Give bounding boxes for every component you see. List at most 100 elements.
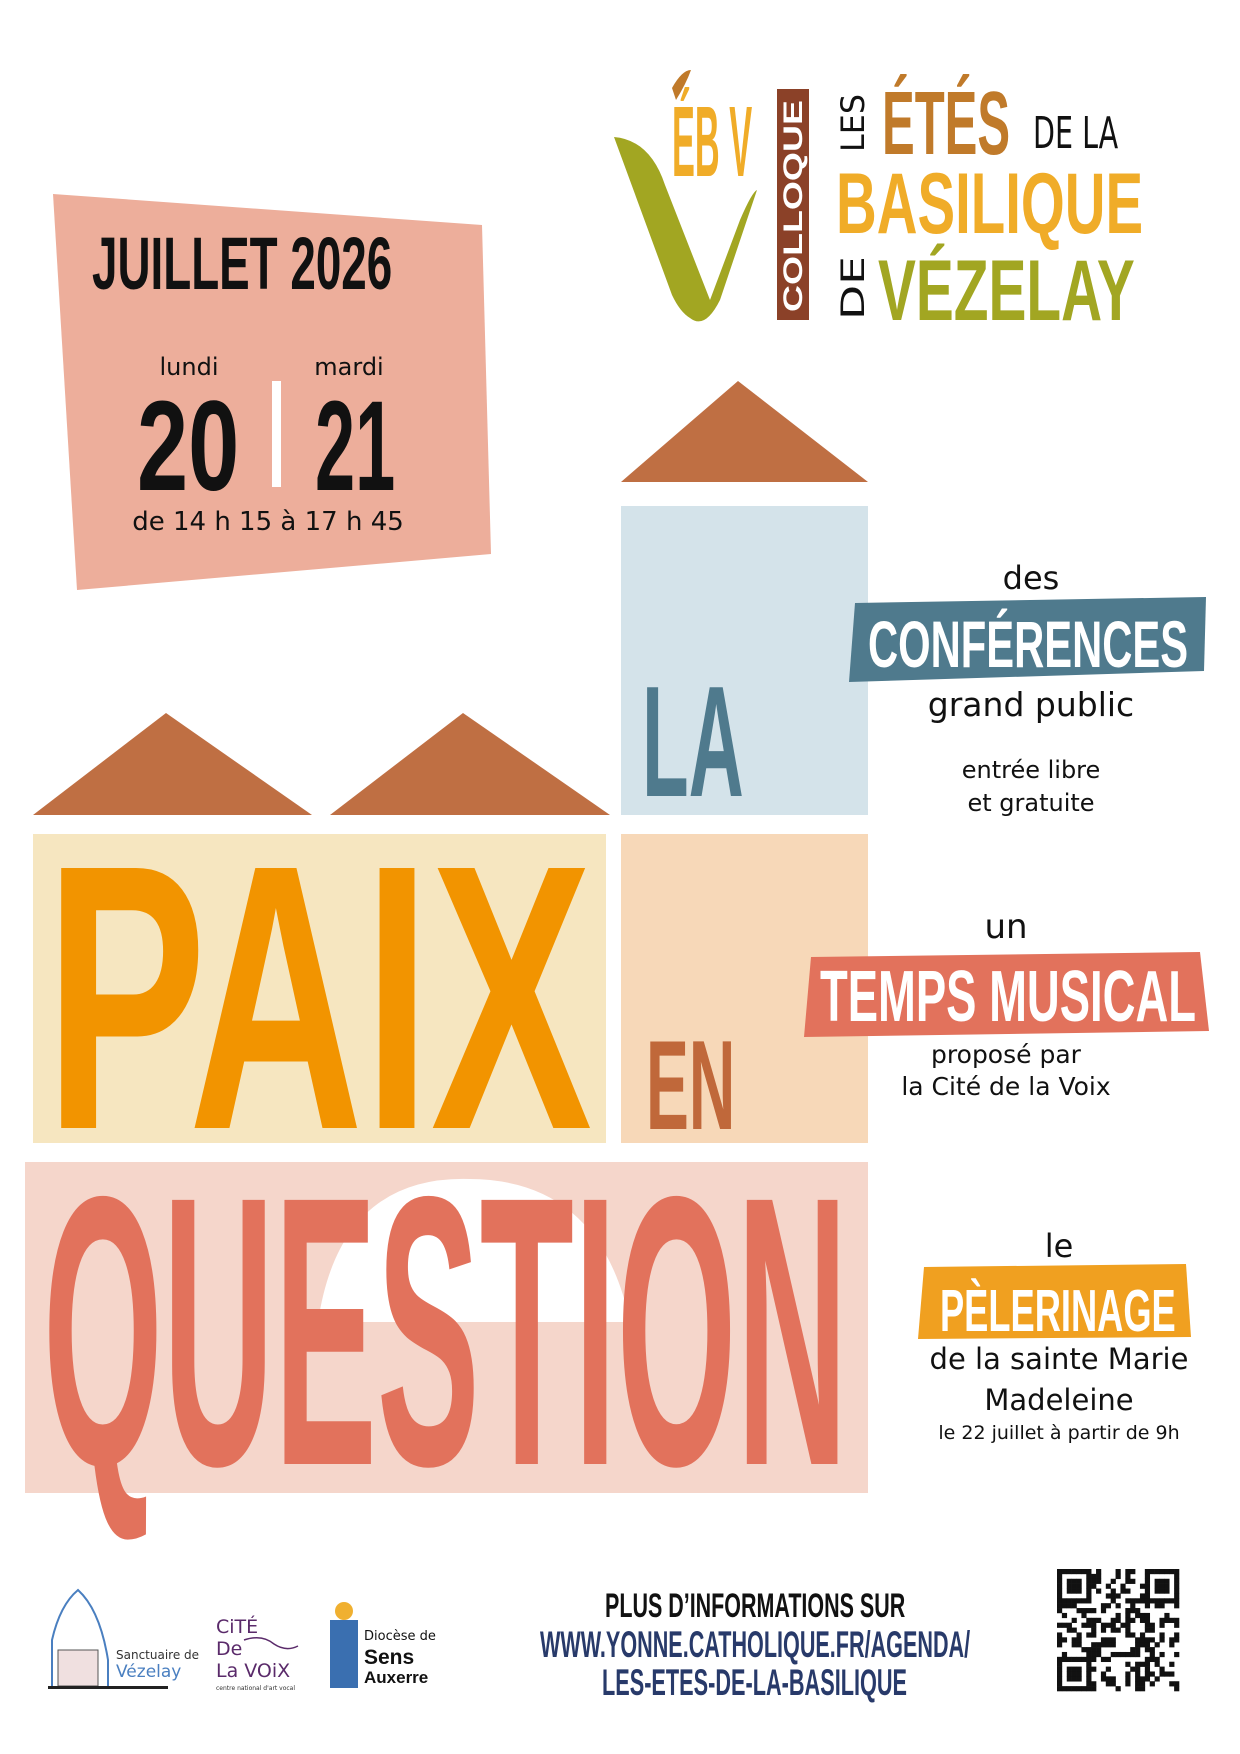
diocese-line2[interactable]: Sens: [364, 1646, 415, 1669]
basilica-towers-icon: [57, 1649, 99, 1687]
qr-module: [1144, 1661, 1151, 1667]
qr-module: [1061, 1569, 1068, 1575]
qr-module: [1081, 1569, 1087, 1575]
music-line2: la Cité de la Voix: [901, 1072, 1111, 1101]
qr-module: [1174, 1681, 1180, 1687]
diocese-line3[interactable]: Auxerre: [364, 1668, 429, 1687]
qr-module: [1159, 1603, 1165, 1609]
qr-module: [1144, 1612, 1151, 1619]
diocese-line1[interactable]: Diocèse de: [364, 1629, 436, 1644]
conferences-label: CONFÉRENCES: [868, 607, 1189, 681]
qr-module: [1091, 1681, 1097, 1687]
qr-module: [1144, 1622, 1151, 1628]
qr-module: [1174, 1603, 1180, 1609]
qr-module: [1066, 1622, 1072, 1628]
music-label: TEMPS MUSICAL: [820, 957, 1197, 1037]
qr-module: [1057, 1656, 1063, 1663]
qr-module: [1159, 1666, 1165, 1672]
qr-module: [1057, 1598, 1063, 1604]
qr-module: [1071, 1598, 1077, 1604]
basilica-icon: [51, 1588, 109, 1688]
qr-module: [1154, 1661, 1160, 1667]
qr-module: [1125, 1608, 1131, 1614]
info-url-line1[interactable]: WWW.YONNE.CATHOLIQUE.FR/AGENDA/: [540, 1624, 971, 1665]
qr-module: [1076, 1588, 1082, 1594]
qr-module: [1057, 1642, 1063, 1648]
day2-number: 21: [315, 375, 396, 518]
qr-module: [1071, 1617, 1077, 1623]
qr-module: [1149, 1656, 1155, 1663]
qr-module: [1061, 1686, 1068, 1692]
qr-module: [1071, 1603, 1077, 1609]
qr-module: [1105, 1603, 1111, 1609]
qr-module: [1144, 1666, 1151, 1672]
qr-module: [1120, 1588, 1126, 1594]
qr-module: [1086, 1686, 1092, 1692]
title-question: QUESTION: [43, 1117, 848, 1546]
qr-module: [1066, 1676, 1072, 1682]
qr-module: [1105, 1666, 1111, 1672]
hours: de 14 h 15 à 17 h 45: [132, 507, 404, 537]
qr-module: [1135, 1681, 1141, 1687]
qr-module: [1100, 1642, 1107, 1648]
qr-module: [1115, 1612, 1121, 1619]
qr-module: [1061, 1622, 1068, 1628]
logo-de-la: DE LA: [1033, 108, 1119, 159]
qr-module: [1174, 1637, 1180, 1643]
qr-code-icon[interactable]: [1057, 1569, 1180, 1692]
qr-module: [1174, 1617, 1180, 1623]
qr-module: [1135, 1647, 1141, 1653]
qr-module: [1066, 1583, 1072, 1589]
qr-module: [1154, 1583, 1160, 1589]
qr-module: [1086, 1588, 1092, 1594]
qr-module: [1076, 1608, 1082, 1614]
qr-module: [1139, 1686, 1146, 1692]
qr-module: [1130, 1578, 1136, 1584]
qr-module: [1144, 1578, 1151, 1584]
qr-module: [1159, 1583, 1165, 1589]
qr-module: [1096, 1651, 1102, 1658]
qr-module: [1110, 1627, 1116, 1633]
title-la: LA: [642, 654, 744, 830]
qr-module: [1076, 1578, 1082, 1584]
info-url-line2[interactable]: LES-ETES-DE-LA-BASILIQUE: [602, 1662, 908, 1703]
qr-module: [1076, 1583, 1082, 1589]
qr-module: [1100, 1676, 1107, 1682]
logo-etes: ÉTÉS: [882, 74, 1011, 174]
title-paix: PAIX: [45, 787, 593, 1209]
paix-box: [33, 834, 606, 1143]
qr-module: [1081, 1598, 1087, 1604]
qr-module: [1057, 1569, 1063, 1575]
qr-module: [1125, 1612, 1131, 1619]
qr-module: [1086, 1573, 1092, 1580]
qr-module: [1086, 1671, 1092, 1677]
qr-module: [1125, 1578, 1131, 1584]
cite-line1[interactable]: CiTÉ: [216, 1616, 259, 1638]
qr-module: [1091, 1583, 1097, 1589]
qr-module: [1071, 1686, 1077, 1692]
qr-module: [1081, 1686, 1087, 1692]
qr-module: [1071, 1676, 1077, 1682]
logo-les: LES: [834, 94, 872, 152]
qr-module: [1154, 1598, 1160, 1604]
music-pre: un: [984, 907, 1028, 947]
qr-module: [1076, 1676, 1082, 1682]
qr-module: [1154, 1603, 1160, 1609]
qr-module: [1159, 1632, 1165, 1638]
qr-module: [1076, 1666, 1082, 1672]
qr-module: [1174, 1569, 1180, 1575]
cite-line2[interactable]: De: [216, 1638, 243, 1660]
qr-module: [1139, 1612, 1146, 1619]
sanctuaire-line2[interactable]: Vézelay: [116, 1662, 182, 1682]
qr-module: [1174, 1578, 1180, 1584]
qr-module: [1057, 1622, 1063, 1628]
logo-b-mark: ÉB V: [672, 86, 753, 198]
qr-module: [1125, 1622, 1131, 1628]
qr-module: [1169, 1637, 1175, 1643]
qr-module: [1159, 1617, 1165, 1623]
sanctuaire-line1[interactable]: Sanctuaire de: [116, 1648, 200, 1662]
qr-module: [1105, 1676, 1111, 1682]
qr-module: [1159, 1598, 1165, 1604]
qr-module: [1100, 1622, 1107, 1628]
cite-line3[interactable]: La VOiX: [216, 1660, 291, 1682]
